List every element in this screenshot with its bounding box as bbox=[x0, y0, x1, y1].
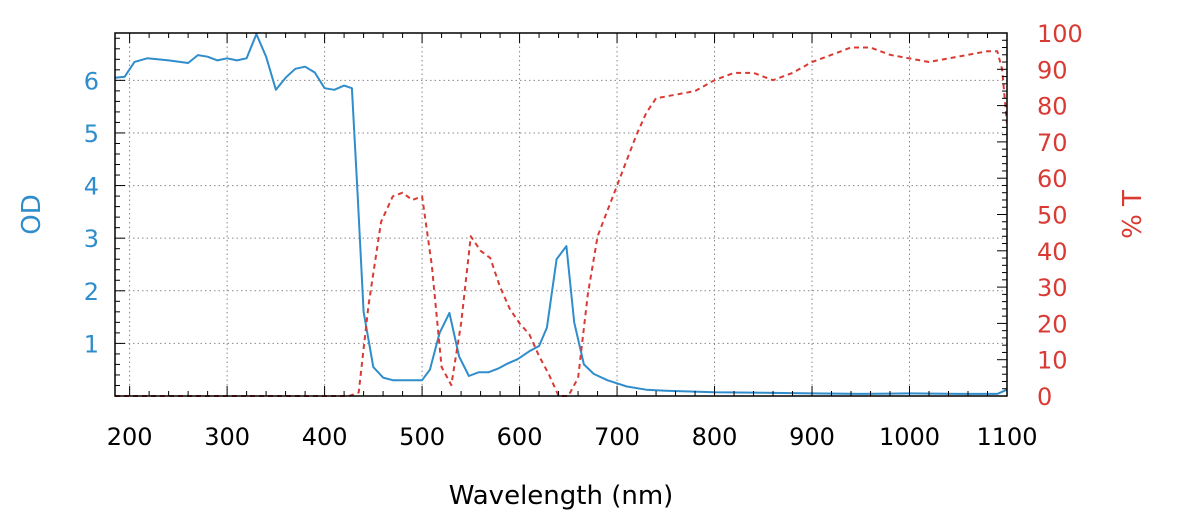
y-right-tick-label: 80 bbox=[1037, 93, 1068, 121]
y-right-tick-label: 50 bbox=[1037, 202, 1068, 230]
y-left-tick-label: 3 bbox=[84, 225, 99, 253]
y-left-tick-label: 4 bbox=[84, 173, 99, 201]
y-right-tick-label: 10 bbox=[1037, 347, 1068, 375]
y-right-tick-label: 100 bbox=[1037, 20, 1083, 48]
y-left-tick-label: 1 bbox=[84, 330, 99, 358]
gridlines bbox=[115, 33, 1007, 396]
y-right-axis-title: % T bbox=[1118, 190, 1148, 239]
y-right-tick-label: 70 bbox=[1037, 129, 1068, 157]
x-tick-label: 400 bbox=[302, 423, 348, 451]
transmission-series-line bbox=[115, 46, 1007, 397]
y-left-tick-label: 6 bbox=[84, 67, 99, 95]
y-right-tick-label: 90 bbox=[1037, 56, 1068, 84]
axis-ticks bbox=[115, 32, 1008, 397]
plot-frame bbox=[114, 32, 1008, 397]
x-tick-label: 1000 bbox=[879, 423, 940, 451]
x-axis-title: Wavelength (nm) bbox=[449, 481, 674, 511]
y-right-tick-label: 30 bbox=[1037, 274, 1068, 302]
x-tick-label: 300 bbox=[204, 423, 250, 451]
x-tick-label: 900 bbox=[789, 423, 835, 451]
od-series-line bbox=[115, 33, 1007, 395]
x-tick-label: 200 bbox=[107, 423, 153, 451]
series-lines bbox=[115, 33, 1007, 397]
x-tick-label: 700 bbox=[594, 423, 640, 451]
x-tick-label: 500 bbox=[399, 423, 445, 451]
x-tick-label: 800 bbox=[692, 423, 738, 451]
y-right-tick-label: 60 bbox=[1037, 165, 1068, 193]
y-right-tick-label: 20 bbox=[1037, 310, 1068, 338]
y-left-tick-label: 2 bbox=[84, 278, 99, 306]
x-tick-label: 1100 bbox=[976, 423, 1037, 451]
tick-labels: 200 300 400 500 600 700 800 900 1000 110012345601… bbox=[84, 20, 1083, 451]
y-right-tick-label: 40 bbox=[1037, 238, 1068, 266]
x-tick-label: 600 bbox=[497, 423, 543, 451]
y-left-axis-title: OD bbox=[17, 194, 47, 235]
y-left-tick-label: 5 bbox=[84, 120, 99, 148]
y-right-tick-label: 0 bbox=[1037, 383, 1052, 411]
